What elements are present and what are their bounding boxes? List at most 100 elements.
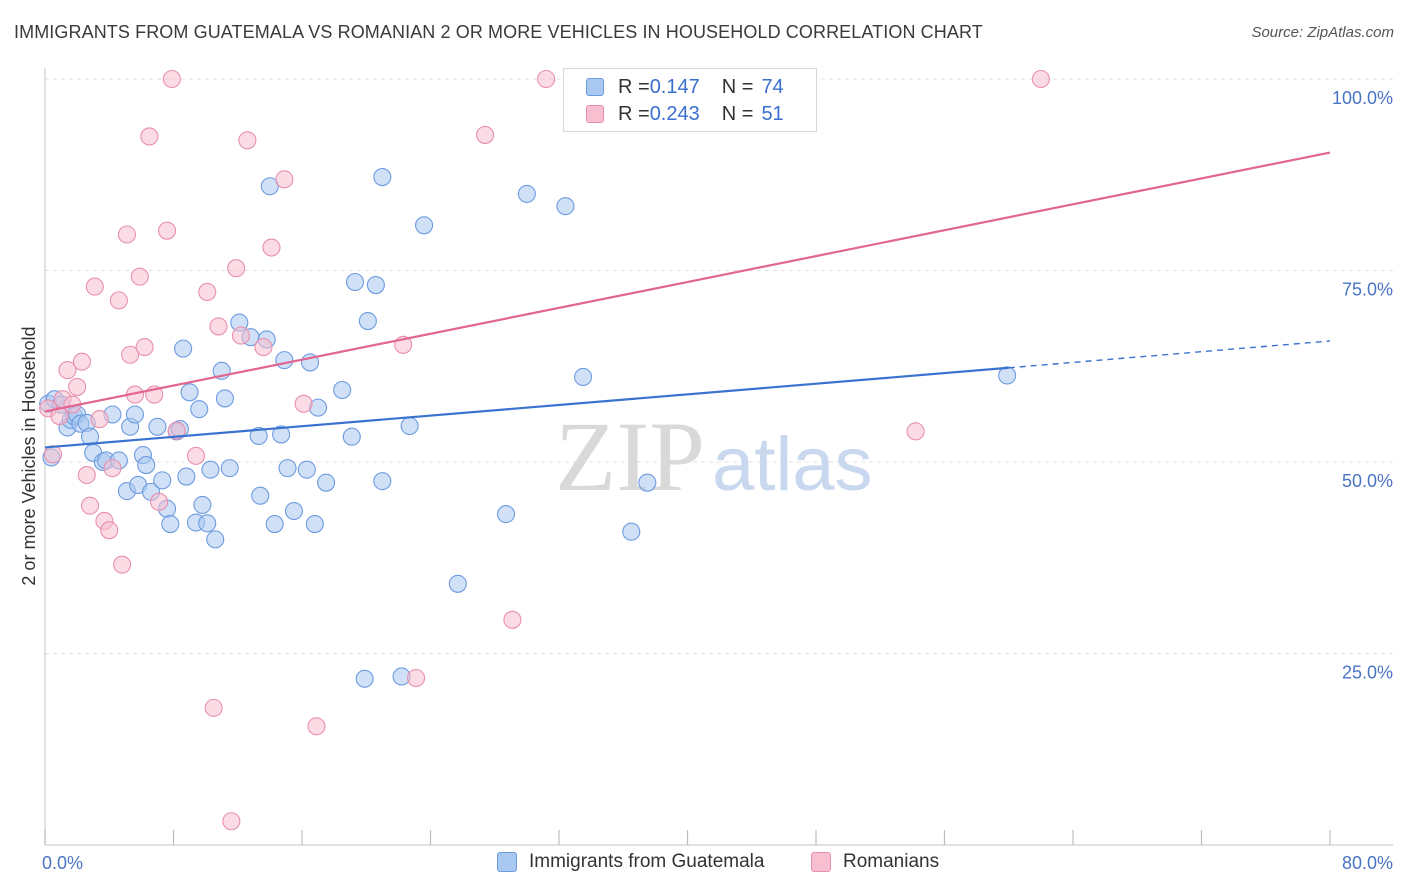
x-tick-label: 0.0% — [42, 853, 83, 873]
romanians-point — [149, 492, 169, 511]
romanians-point — [476, 125, 495, 144]
guatemala-point — [215, 389, 234, 408]
y-tick-label: 75.0% — [1342, 280, 1393, 300]
romanians-point — [130, 267, 149, 286]
guatemala-point — [345, 272, 365, 292]
romanians-point — [109, 291, 128, 310]
guatemala-point — [448, 574, 467, 593]
guatemala-point — [177, 467, 196, 486]
grid-lines — [45, 78, 1393, 654]
romanians-point — [307, 717, 326, 736]
watermark-zip: ZIP — [555, 401, 705, 512]
legend-label-romanians: Romanians — [843, 851, 940, 872]
romanians-point — [43, 445, 63, 464]
romanians-point — [121, 345, 140, 364]
y-tick-label: 25.0% — [1342, 663, 1393, 683]
legend-label-guatemala: Immigrants from Guatemala — [529, 851, 765, 872]
romanians-point — [222, 812, 241, 831]
legend-swatch-guatemala — [586, 78, 604, 96]
guatemala-point — [284, 501, 304, 521]
legend-swatch-romanians — [586, 105, 604, 123]
guatemala-point — [358, 312, 377, 331]
guatemala-point — [373, 167, 392, 187]
chart-title: IMMIGRANTS FROM GUATEMALA VS ROMANIAN 2 … — [14, 22, 983, 42]
trend-lines — [44, 151, 1331, 449]
guatemala-point — [355, 669, 374, 688]
guatemala-point — [622, 522, 641, 541]
guatemala-point — [220, 459, 239, 478]
romanians-point — [162, 69, 181, 89]
romanians-point — [254, 338, 273, 357]
romanians-point — [72, 352, 91, 371]
data-points — [39, 69, 1050, 831]
romanians-point — [262, 238, 281, 257]
guatemala-point — [161, 514, 180, 534]
romanians-point — [1031, 69, 1050, 89]
guatemala-trend-line-extension — [1008, 340, 1331, 369]
romanians-point — [167, 421, 186, 440]
romanians-point — [503, 610, 522, 629]
legend-r-value: 0.243 — [649, 102, 700, 125]
series-legend: Immigrants from Guatemala Romanians — [0, 851, 1406, 879]
legend-r-label: R = — [618, 102, 650, 125]
guatemala-point — [275, 351, 294, 370]
guatemala-point — [190, 400, 209, 419]
romanians-point — [80, 496, 100, 515]
romanians-point — [68, 377, 87, 396]
romanians-point — [117, 225, 136, 244]
legend-swatch-romanians — [811, 852, 831, 872]
guatemala-point — [201, 460, 220, 479]
guatemala-point — [556, 197, 575, 216]
romanians-point — [275, 170, 294, 189]
guatemala-point — [180, 383, 199, 402]
romanians-point — [58, 361, 77, 380]
legend-item-guatemala: Immigrants from Guatemala — [497, 851, 764, 873]
romanians-point — [140, 127, 159, 146]
guatemala-point — [638, 473, 657, 492]
guatemala-point — [174, 339, 193, 358]
romanians-point — [406, 668, 426, 688]
romanians-point — [231, 326, 251, 345]
legend-r-label: R = — [618, 75, 650, 98]
guatemala-point — [496, 505, 516, 524]
guatemala-point — [400, 416, 419, 436]
guatemala-point — [305, 514, 324, 534]
guatemala-point — [153, 471, 172, 490]
guatemala-point — [193, 495, 212, 514]
x-tick-label: 80.0% — [1342, 853, 1393, 873]
y-axis-title: 2 or more Vehicles in Household — [19, 326, 39, 585]
guatemala-trend-line — [44, 366, 1009, 449]
tick-labels: 25.0% 50.0% 75.0% 100.0% 0.0% 80.0% — [42, 88, 1393, 873]
legend-n-value: 74 — [761, 75, 784, 98]
guatemala-point — [137, 456, 156, 475]
legend-swatch-guatemala — [497, 852, 517, 872]
romanians-point — [85, 277, 104, 296]
romanians-point — [204, 698, 223, 717]
guatemala-point — [297, 460, 316, 479]
guatemala-point — [272, 425, 291, 444]
romanians-point — [103, 459, 122, 478]
guatemala-point — [206, 530, 225, 549]
romanians-point — [198, 282, 217, 301]
legend-row-guatemala: R = 0.147 N = 74 — [586, 75, 784, 99]
romanians-point — [294, 394, 313, 413]
y-tick-label: 50.0% — [1342, 471, 1393, 491]
romanians-point — [100, 521, 119, 540]
romanians-point — [158, 221, 177, 240]
guatemala-point — [260, 177, 279, 196]
romanians-point — [906, 422, 925, 441]
guatemala-point — [373, 472, 392, 491]
romanians-point — [90, 410, 109, 429]
romanians-point — [238, 131, 257, 150]
legend-n-value: 51 — [761, 102, 784, 125]
guatemala-point — [342, 427, 361, 446]
guatemala-point — [517, 184, 536, 203]
watermark-atlas: atlas — [712, 422, 873, 507]
watermark: ZIP atlas — [555, 401, 873, 512]
guatemala-point — [148, 417, 167, 436]
guatemala-point — [415, 216, 434, 235]
romanians-point — [77, 465, 96, 485]
romanians-point — [227, 259, 246, 278]
chart-source: Source: ZipAtlas.com — [1251, 24, 1394, 41]
